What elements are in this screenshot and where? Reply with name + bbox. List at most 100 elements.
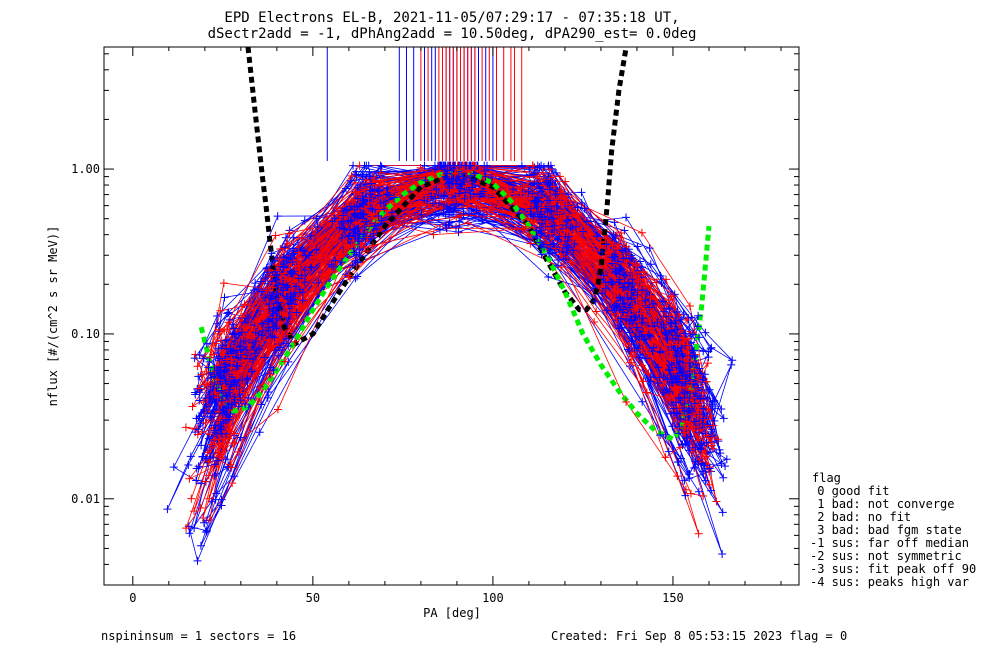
data-point [701, 429, 710, 438]
data-point [381, 198, 390, 207]
data-point [224, 415, 233, 424]
data-point [439, 192, 448, 201]
legend-entry: -4 sus: peaks high var [810, 575, 969, 589]
y-tick-label: 0.10 [71, 327, 100, 341]
data-point [676, 443, 685, 452]
data-point [637, 361, 646, 370]
data-point [421, 176, 430, 185]
data-point [376, 161, 385, 170]
data-point [216, 425, 225, 434]
data-point [685, 439, 694, 448]
data-point [664, 296, 673, 305]
footer-left: nspininsum = 1 sectors = 16 [101, 629, 296, 643]
data-point [292, 282, 301, 291]
data-point [531, 197, 540, 206]
data-point [669, 404, 678, 413]
data-point [204, 434, 213, 443]
data-point [234, 360, 243, 369]
data-point [337, 233, 346, 242]
data-point [298, 304, 307, 313]
x-tick-label: 150 [662, 591, 684, 605]
data-point [622, 213, 631, 222]
data-point [226, 460, 235, 469]
data-point [212, 384, 221, 393]
data-point [245, 354, 254, 363]
data-point [648, 347, 657, 356]
data-point [194, 462, 203, 471]
data-point [211, 470, 220, 479]
data-point [713, 435, 722, 444]
data-point [370, 221, 379, 230]
data-point [610, 287, 619, 296]
data-point [535, 184, 544, 193]
data-point [333, 204, 342, 213]
data-point [671, 319, 680, 328]
data-point [564, 190, 573, 199]
data-point [468, 183, 477, 192]
data-point [662, 330, 671, 339]
data-point [244, 393, 253, 402]
data-point [683, 340, 692, 349]
data-point [198, 513, 207, 522]
data-point [273, 290, 282, 299]
data-point [697, 391, 706, 400]
data-point [504, 178, 513, 187]
data-point [627, 352, 636, 361]
data-point [696, 445, 705, 454]
data-point [221, 455, 230, 464]
data-point [601, 284, 610, 293]
data-point [251, 328, 260, 337]
data-point [547, 206, 556, 215]
data-point [252, 318, 261, 327]
data-point [638, 286, 647, 295]
data-point [654, 363, 663, 372]
data-point [219, 279, 228, 288]
data-point [250, 286, 259, 295]
data-point [646, 260, 655, 269]
data-point [550, 221, 559, 230]
data-point [268, 323, 277, 332]
data-point [535, 163, 544, 172]
data-point [230, 393, 239, 402]
data-point [263, 268, 272, 277]
data-point [573, 203, 582, 212]
data-point [548, 240, 557, 249]
data-point [563, 237, 572, 246]
data-point [543, 180, 552, 189]
data-point [284, 341, 293, 350]
data-point [331, 256, 340, 265]
data-point [675, 358, 684, 367]
data-point [288, 258, 297, 267]
data-point [689, 330, 698, 339]
data-point [274, 298, 283, 307]
data-point [685, 359, 694, 368]
data-point [202, 402, 211, 411]
data-point [635, 275, 644, 284]
data-point [215, 453, 224, 462]
data-point [709, 421, 718, 430]
data-point [236, 433, 245, 442]
data-point [694, 333, 703, 342]
data-point [217, 386, 226, 395]
data-point [217, 425, 226, 434]
data-point [665, 366, 674, 375]
data-point [278, 345, 287, 354]
data-point [633, 242, 642, 251]
data-point [682, 417, 691, 426]
data-point [376, 177, 385, 186]
data-point [271, 276, 280, 285]
data-point [635, 332, 644, 341]
data-point [267, 328, 276, 337]
data-point [282, 281, 291, 290]
data-point [685, 424, 694, 433]
data-point [454, 172, 463, 181]
data-point [221, 377, 230, 386]
data-point [688, 346, 697, 355]
data-point [218, 341, 227, 350]
data-point [211, 428, 220, 437]
data-point [354, 224, 363, 233]
data-point [230, 439, 239, 448]
data-point [444, 179, 453, 188]
data-point [285, 229, 294, 238]
y-tick-label: 1.00 [71, 162, 100, 176]
